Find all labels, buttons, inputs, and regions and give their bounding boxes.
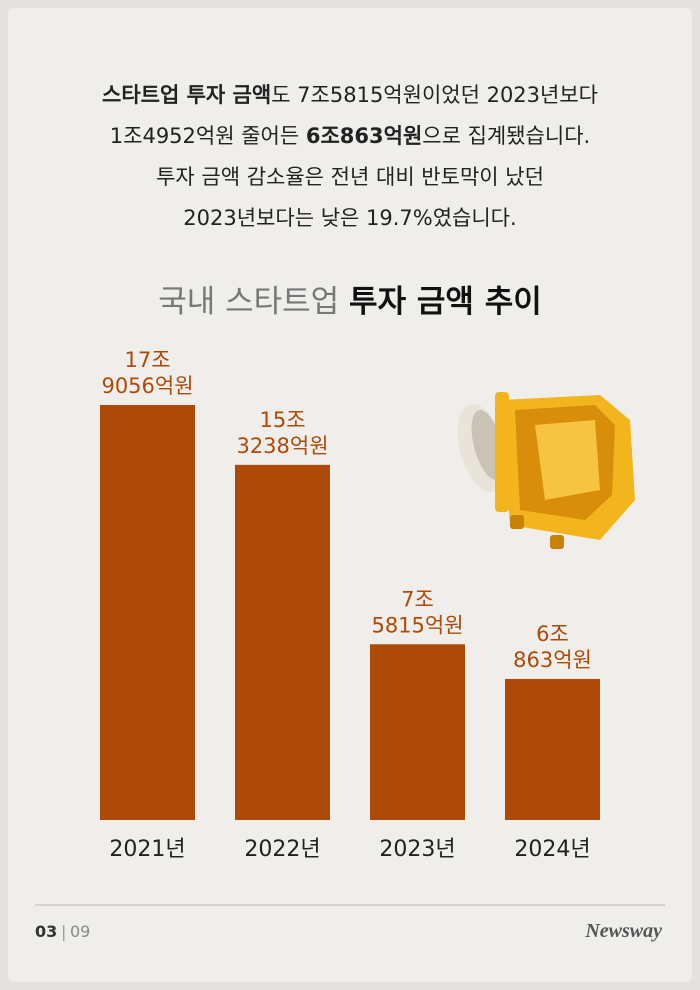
bar xyxy=(100,405,195,820)
intro-segment: 6조863억원 xyxy=(306,124,422,148)
chart-title-part: 투자 금액 추이 xyxy=(349,284,542,320)
brand: Newsway xyxy=(584,920,662,942)
value-label: 9056억원 xyxy=(101,374,193,398)
page-number: 03 xyxy=(35,922,57,941)
chart-title-part: 국내 스타트업 xyxy=(158,284,349,320)
intro-segment: 으로 집계됐습니다. xyxy=(422,124,590,148)
intro-segment: 1조4952억원 줄어든 xyxy=(110,124,306,148)
intro-line: 2023년보다는 낮은 19.7%였습니다. xyxy=(183,206,516,230)
separator: | xyxy=(61,922,66,941)
intro-line: 스타트업 투자 금액도 7조5815억원이었던 2023년보다 xyxy=(102,83,598,107)
page-total: 09 xyxy=(70,922,90,941)
x-tick-label: 2021년 xyxy=(109,837,185,862)
value-label: 863억원 xyxy=(513,648,592,672)
bar xyxy=(505,678,600,820)
chart-title: 국내 스타트업 투자 금액 추이 xyxy=(158,284,542,320)
intro-segment: 도 7조5815억원이었던 2023년보다 xyxy=(271,83,598,107)
x-tick-label: 2023년 xyxy=(379,837,455,862)
intro-line: 1조4952억원 줄어든 6조863억원으로 집계됐습니다. xyxy=(110,124,590,148)
intro-segment: 투자 금액 감소율은 전년 대비 반토막이 났던 xyxy=(156,165,544,189)
value-label: 7조 xyxy=(401,587,434,611)
value-label: 5815억원 xyxy=(371,613,463,637)
intro-segment: 스타트업 투자 금액 xyxy=(102,83,271,107)
bar xyxy=(235,464,330,820)
bar xyxy=(370,644,465,820)
x-tick-label: 2022년 xyxy=(244,837,320,862)
x-tick-label: 2024년 xyxy=(514,837,590,862)
intro-segment: 2023년보다는 낮은 19.7%였습니다. xyxy=(183,206,516,230)
safe-illustration xyxy=(457,392,635,549)
value-label: 17조 xyxy=(124,348,170,372)
value-label: 15조 xyxy=(259,408,305,432)
value-label: 3238억원 xyxy=(236,434,328,458)
intro-line: 투자 금액 감소율은 전년 대비 반토막이 났던 xyxy=(156,165,544,189)
value-label: 6조 xyxy=(536,622,569,646)
